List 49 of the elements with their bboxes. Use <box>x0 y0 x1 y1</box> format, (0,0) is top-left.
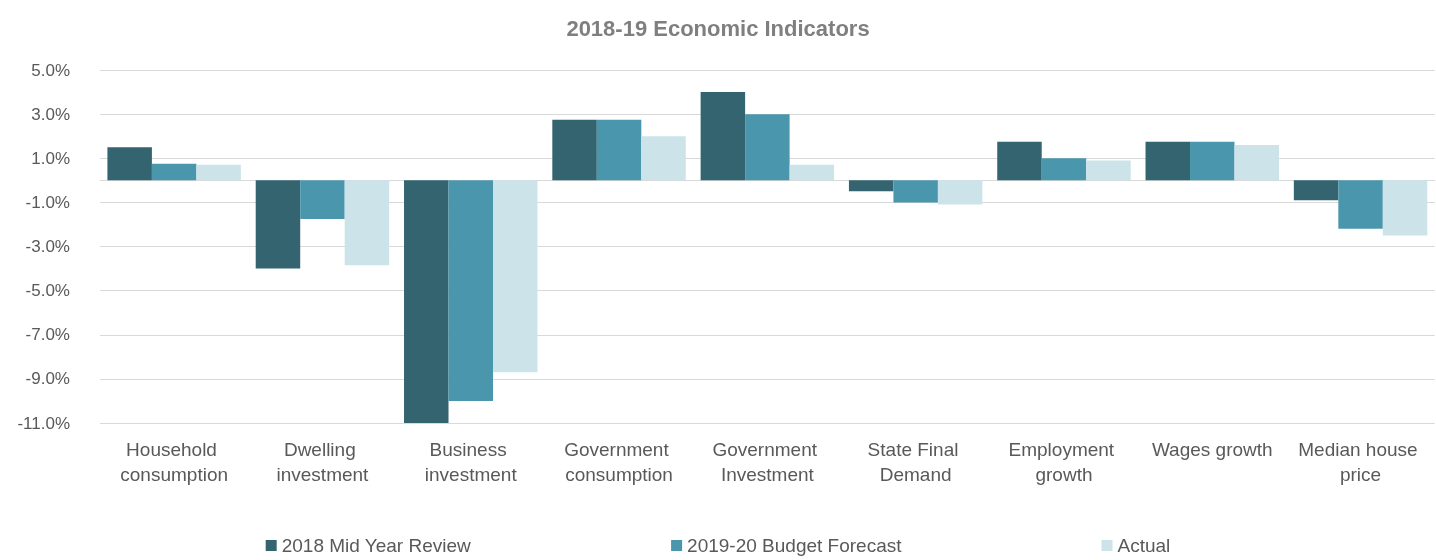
x-tick-label: Government Investment <box>712 439 823 485</box>
bar <box>344 180 390 266</box>
bar <box>1190 141 1235 181</box>
bar <box>196 164 241 181</box>
x-tick-label: Median house price <box>1298 439 1423 485</box>
bar <box>789 164 835 181</box>
legend-label: Actual <box>1117 535 1171 556</box>
bar <box>1086 160 1131 181</box>
y-tick-label: 3.0% <box>31 104 70 124</box>
chart-title: 2018-19 Economic Indicators <box>566 15 870 41</box>
bar <box>848 180 894 192</box>
x-tick-label: Dwelling investment <box>276 439 370 485</box>
legend-label: 2018 Mid Year Review <box>281 535 472 556</box>
x-tick-label: Wages growth <box>1151 439 1273 460</box>
bar <box>1234 145 1279 181</box>
bar <box>700 92 746 181</box>
bar <box>107 147 152 181</box>
bar <box>300 180 345 219</box>
legend-label: 2019-20 Budget Forecast <box>687 535 903 556</box>
x-tick-label: State Final Demand <box>867 439 964 485</box>
y-tick-label: -3.0% <box>25 237 70 256</box>
x-tick-label: Household consumption <box>120 439 229 485</box>
y-tick-label: 1.0% <box>31 148 70 168</box>
y-tick-label: -7.0% <box>25 325 70 345</box>
bar <box>641 136 686 181</box>
y-tick-label: 5.0% <box>31 60 70 80</box>
bar <box>1145 141 1191 181</box>
bar <box>448 180 493 401</box>
x-tick-label: Employment growth <box>1008 439 1120 485</box>
y-tick-label: -9.0% <box>25 369 70 389</box>
x-tick-label: Government consumption <box>564 439 674 485</box>
bar <box>1293 180 1339 201</box>
bar <box>151 163 197 181</box>
bar <box>893 180 938 203</box>
bar <box>1338 180 1383 229</box>
y-tick-label: -1.0% <box>25 192 70 212</box>
bar <box>552 119 597 181</box>
bar <box>596 119 642 181</box>
y-tick-label: -11.0% <box>17 413 70 433</box>
bar <box>1382 180 1428 236</box>
bar <box>255 180 301 269</box>
bar <box>404 180 449 423</box>
bar <box>997 141 1042 181</box>
x-tick-label: Business investment <box>424 439 518 485</box>
y-tick-label: -5.0% <box>25 281 70 301</box>
bar <box>937 180 983 205</box>
bar <box>493 180 538 373</box>
bar <box>1041 158 1087 181</box>
bar <box>745 114 790 181</box>
